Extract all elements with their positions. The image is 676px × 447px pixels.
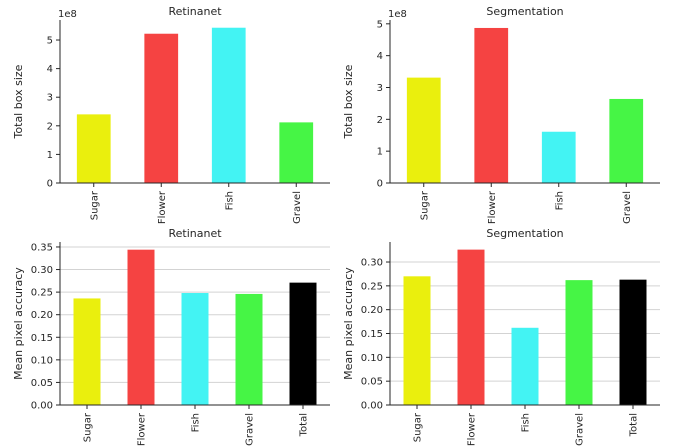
y-tick-label: 1 [47, 150, 53, 161]
y-tick-label: 0.00 [31, 401, 53, 412]
x-tick-label: Gravel [575, 413, 586, 446]
bar-fish [541, 131, 576, 183]
bar-sugar [406, 77, 441, 183]
x-tick-label: Flower [467, 412, 478, 446]
bar-sugar [76, 114, 111, 183]
y-tick-label: 0.15 [361, 329, 383, 340]
chart-title: Segmentation [486, 227, 563, 240]
bar-sugar [403, 276, 431, 405]
x-tick-label: Gravel [245, 413, 256, 446]
y-tick-label: 0.00 [361, 401, 383, 412]
y-tick-label: 0.20 [361, 305, 383, 316]
bar-flower [474, 27, 509, 183]
x-tick-label: Fish [521, 413, 532, 432]
bar-gravel [279, 122, 314, 183]
chart-panel-1: 0 1 2 3 4 5 Sugar Flower Fish Gravel 1e8 Retinanet T… [12, 5, 330, 224]
y-tick-label: 0.25 [31, 288, 53, 299]
x-tick-label: Flower [157, 190, 168, 224]
x-tick-label: Total [299, 413, 310, 437]
y-tick-label: 0.35 [31, 242, 53, 253]
bar-fish [211, 27, 246, 183]
y-tick-label: 4 [47, 64, 53, 75]
x-tick-label: Flower [487, 190, 498, 224]
chart-title: Segmentation [486, 5, 563, 18]
bar-gravel [235, 293, 263, 405]
y-axis-label: Mean pixel accuracy [12, 267, 25, 380]
y-tick-label: 2 [47, 121, 53, 132]
y-tick-label: 5 [377, 19, 383, 30]
bar-total [619, 279, 647, 405]
chart-title: Retinanet [168, 5, 222, 18]
chart-panel-4: 0.00 0.05 0.10 0.15 0.20 0.25 0.30 Sugar Flower F… [342, 227, 660, 446]
y-tick-label: 0.05 [31, 378, 53, 389]
y-tick-label: 1 [377, 147, 383, 158]
chart-panel-2: 0 1 2 3 4 5 Sugar Flower Fish Gravel 1e8 Segmentati… [342, 5, 660, 224]
x-tick-label: Fish [224, 191, 235, 210]
y-tick-label: 3 [377, 83, 383, 94]
y-tick-label: 4 [377, 51, 383, 62]
y-axis-label: Total box size [12, 64, 25, 139]
y-offset-label: 1e8 [58, 9, 77, 20]
y-tick-label: 0.20 [31, 310, 53, 321]
bar-total [289, 282, 317, 405]
y-tick-label: 0.05 [361, 377, 383, 388]
y-tick-label: 0.15 [31, 333, 53, 344]
y-tick-label: 0.30 [31, 265, 53, 276]
y-tick-label: 0.10 [31, 355, 53, 366]
y-axis-label: Mean pixel accuracy [342, 267, 355, 380]
x-tick-label: Sugar [89, 190, 100, 220]
y-tick-label: 0.10 [361, 353, 383, 364]
bar-sugar [73, 298, 101, 405]
x-tick-label: Sugar [413, 412, 424, 442]
y-tick-label: 0.25 [361, 281, 383, 292]
y-tick-label: 5 [47, 36, 53, 47]
bar-fish [511, 327, 539, 405]
bar-flower [457, 249, 485, 405]
bar-gravel [609, 98, 644, 183]
x-tick-label: Fish [191, 413, 202, 432]
chart-title: Retinanet [168, 227, 222, 240]
bar-flower [144, 33, 179, 183]
bar-gravel [565, 280, 593, 405]
y-offset-label: 1e8 [388, 9, 407, 20]
y-tick-label: 2 [377, 115, 383, 126]
x-tick-label: Sugar [83, 412, 94, 442]
y-tick-label: 0 [47, 179, 53, 190]
x-tick-label: Fish [554, 191, 565, 210]
x-tick-label: Sugar [419, 190, 430, 220]
y-tick-label: 0.30 [361, 258, 383, 269]
x-tick-label: Gravel [292, 191, 303, 224]
y-tick-label: 3 [47, 93, 53, 104]
bar-fish [181, 293, 209, 405]
y-axis-label: Total box size [342, 64, 355, 139]
chart-panel-3: 0.00 0.05 0.10 0.15 0.20 0.25 0.30 0.35 Sugar Flo… [12, 227, 330, 446]
x-tick-label: Gravel [622, 191, 633, 224]
bar-flower [127, 249, 155, 405]
y-tick-label: 0 [377, 179, 383, 190]
x-tick-label: Flower [137, 412, 148, 446]
x-tick-label: Total [629, 413, 640, 437]
